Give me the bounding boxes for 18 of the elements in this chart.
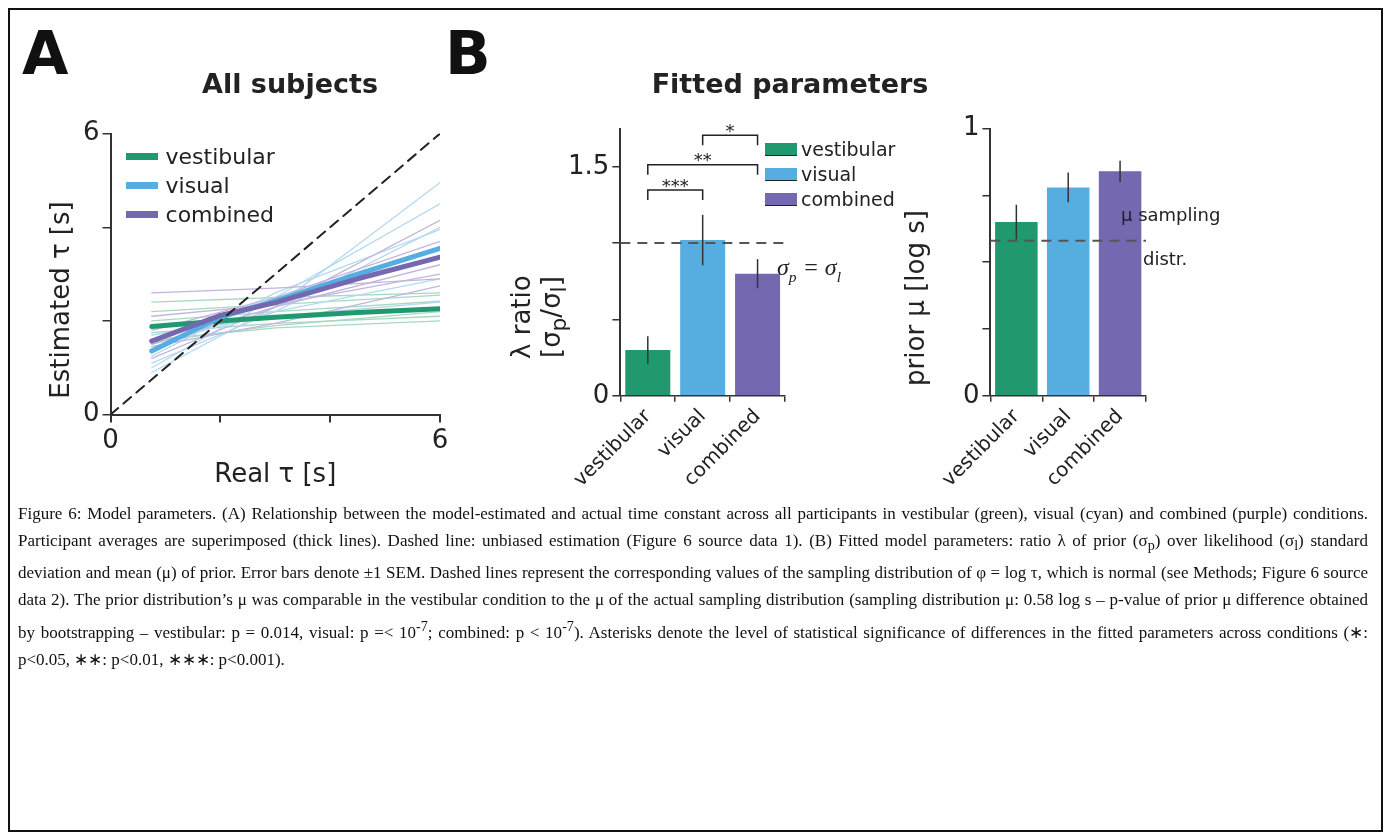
legend-label: combined <box>165 201 275 227</box>
x-tick-label: 6 <box>431 423 449 454</box>
y-axis-title: Estimated τ [s] <box>45 200 75 401</box>
legend-label: vestibular <box>801 138 896 161</box>
text: A <box>22 18 69 88</box>
legend-label: visual <box>801 163 857 186</box>
annotation: ** <box>693 149 712 171</box>
text: B <box>445 18 491 88</box>
legend-label: vestibular <box>165 143 275 169</box>
x-axis-title: Real τ [s] <box>214 458 337 489</box>
x-tick-label: 0 <box>102 423 119 454</box>
y-axis-title: prior μ [log s] <box>900 208 930 388</box>
y-tick-label: 1.5 <box>567 149 610 180</box>
annotation: *** <box>661 174 689 196</box>
y-tick-label: 1 <box>962 111 980 142</box>
legend-label: combined <box>801 188 895 211</box>
legend-label: visual <box>165 172 230 198</box>
annotation: * <box>725 119 735 141</box>
